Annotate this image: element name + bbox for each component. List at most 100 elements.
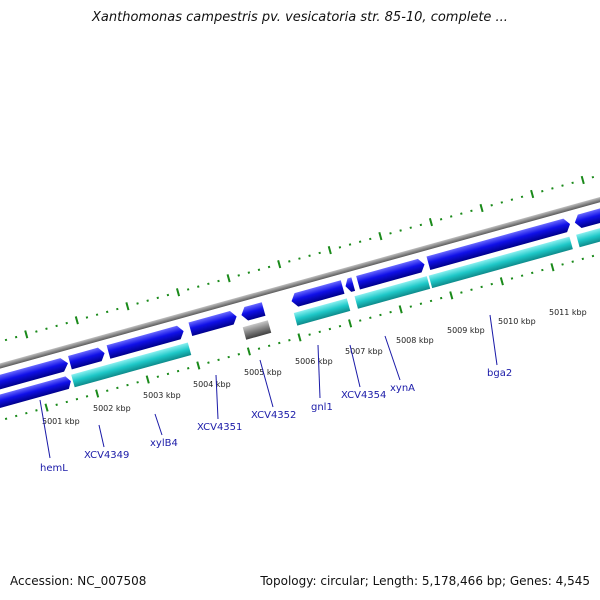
- minor-tick: [490, 204, 493, 207]
- gene-leader-lines: [39, 314, 498, 459]
- minor-tick: [399, 229, 402, 232]
- minor-tick: [105, 310, 109, 314]
- minor-tick: [55, 403, 58, 406]
- gene-label-xynA[interactable]: xynA: [390, 383, 415, 394]
- minor-tick: [116, 386, 119, 390]
- minor-tick: [35, 330, 38, 333]
- gene-label-xylB4[interactable]: xylB4: [150, 438, 178, 449]
- minor-tick: [439, 296, 443, 300]
- topology-summary: Topology: circular; Length: 5,178,466 bp…: [260, 574, 590, 588]
- minor-tick: [146, 299, 149, 302]
- major-tick: [95, 389, 100, 398]
- cds-block[interactable]: [71, 342, 192, 388]
- minor-tick: [207, 282, 210, 286]
- cds-block[interactable]: [293, 298, 351, 326]
- minor-tick: [247, 271, 251, 274]
- minor-tick: [591, 175, 595, 179]
- minor-tick: [439, 218, 443, 221]
- minor-tick: [156, 375, 160, 378]
- minor-tick: [338, 324, 342, 328]
- minor-tick: [318, 251, 321, 255]
- gene-arrow[interactable]: [344, 277, 356, 293]
- gene-arrow[interactable]: [240, 302, 266, 322]
- minor-tick: [55, 324, 58, 328]
- cds-block[interactable]: [354, 276, 431, 309]
- minor-tick: [308, 254, 311, 257]
- minor-tick: [318, 330, 321, 334]
- cds-block[interactable]: [428, 236, 573, 289]
- gene-label-XCV4352[interactable]: XCV4352: [251, 410, 296, 421]
- minor-tick: [308, 333, 311, 336]
- minor-tick: [65, 321, 68, 325]
- gene-label-XCV4351[interactable]: XCV4351: [197, 422, 242, 433]
- minor-tick: [429, 299, 433, 303]
- gene-arrow[interactable]: [0, 356, 70, 405]
- gene-arrow[interactable]: [426, 217, 572, 271]
- gene-arrow[interactable]: [188, 310, 238, 337]
- minor-tick: [369, 316, 372, 319]
- lower-tick-line: [4, 254, 595, 421]
- minor-tick: [358, 240, 362, 243]
- minor-tick: [288, 260, 291, 263]
- kbp-label: 5002 kbp: [93, 404, 131, 413]
- gene-arrow[interactable]: [356, 258, 426, 290]
- minor-tick: [510, 198, 514, 201]
- gene-label-hemL[interactable]: hemL: [40, 463, 68, 474]
- major-tick: [125, 302, 130, 311]
- gene-arrow[interactable]: [106, 324, 186, 359]
- major-tick: [277, 260, 282, 269]
- minor-tick: [520, 274, 524, 277]
- minor-tick: [95, 313, 99, 316]
- minor-tick: [156, 296, 160, 300]
- minor-tick: [176, 369, 180, 373]
- kbp-label: 5009 kbp: [447, 326, 485, 335]
- minor-tick: [298, 257, 301, 260]
- kbp-label: 5001 kbp: [42, 417, 80, 426]
- gene-label-gnl1[interactable]: gnl1: [311, 402, 333, 413]
- minor-tick: [166, 293, 170, 297]
- major-tick: [530, 189, 535, 199]
- gene-label-XCV4354[interactable]: XCV4354: [341, 390, 386, 401]
- minor-tick: [541, 189, 544, 193]
- major-tick: [196, 361, 201, 370]
- minor-tick: [419, 302, 423, 305]
- pseudo-gene-block[interactable]: [242, 320, 272, 340]
- gene-label-XCV4349[interactable]: XCV4349: [84, 450, 129, 461]
- minor-tick: [530, 271, 534, 275]
- gene-arrow[interactable]: [573, 188, 600, 229]
- gene-arrow[interactable]: [290, 280, 345, 308]
- minor-tick: [328, 327, 332, 331]
- gene-arrow[interactable]: [68, 346, 106, 370]
- major-tick: [44, 403, 49, 412]
- minor-tick: [581, 257, 585, 261]
- minor-tick: [227, 355, 230, 359]
- minor-tick: [14, 414, 18, 418]
- upper-tick-line: [4, 175, 595, 342]
- minor-tick: [520, 195, 524, 199]
- major-tick: [74, 316, 79, 325]
- minor-tick: [186, 367, 190, 370]
- minor-tick: [561, 184, 564, 187]
- minor-tick: [419, 223, 423, 227]
- minor-tick: [409, 226, 412, 229]
- minor-tick: [136, 302, 139, 305]
- major-tick: [398, 305, 403, 314]
- minor-tick: [449, 215, 453, 218]
- forward-gene-track: [0, 188, 600, 405]
- minor-tick: [379, 313, 382, 317]
- major-tick: [327, 246, 332, 255]
- minor-tick: [126, 383, 129, 387]
- minor-tick: [571, 260, 574, 263]
- kbp-label: 5003 kbp: [143, 391, 181, 400]
- major-tick: [580, 175, 585, 185]
- kbp-label: 5006 kbp: [295, 357, 333, 366]
- gene-label-bga2[interactable]: bga2: [487, 368, 512, 379]
- gene-labels: hemL XCV4349 xylB4 XCV4351 XCV4352 gnl1 …: [40, 368, 512, 474]
- cds-track: [0, 205, 600, 423]
- minor-tick: [409, 305, 413, 308]
- minor-tick: [369, 237, 372, 241]
- gene-arrow[interactable]: [0, 375, 73, 423]
- minor-tick: [45, 327, 48, 330]
- minor-tick: [197, 285, 200, 288]
